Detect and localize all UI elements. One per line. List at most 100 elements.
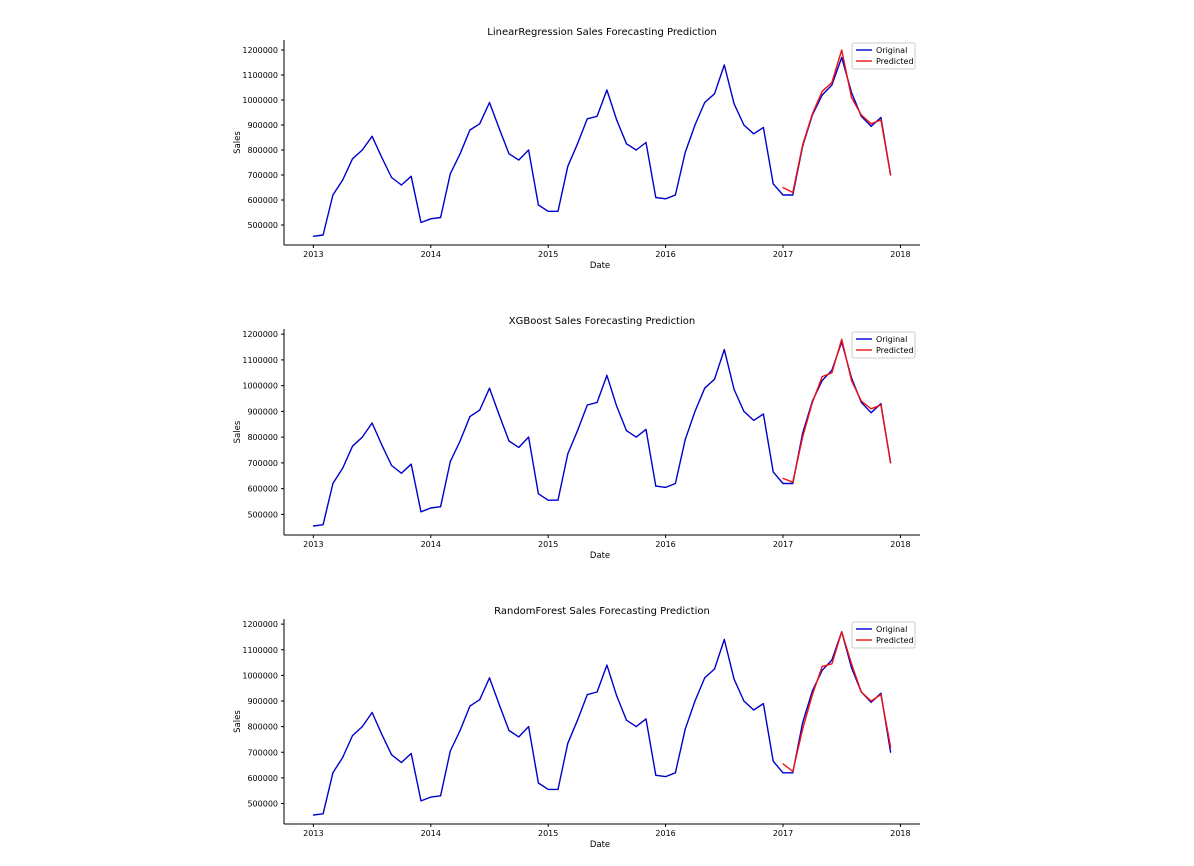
- data-point-original: [342, 179, 344, 181]
- data-point-original: [586, 118, 588, 120]
- data-point-original: [870, 701, 872, 703]
- data-point-original: [772, 183, 774, 185]
- data-point-original: [557, 499, 559, 501]
- data-point-original: [371, 422, 373, 424]
- data-point-original: [850, 667, 853, 669]
- data-point-original: [322, 524, 324, 526]
- y-tick-label: 1100000: [242, 646, 278, 655]
- data-point-original: [880, 403, 882, 405]
- y-tick-label: 1000000: [242, 96, 278, 105]
- data-point-original: [547, 499, 549, 501]
- data-point-predicted: [831, 81, 833, 84]
- data-point-original: [635, 436, 637, 438]
- data-point-predicted: [811, 401, 814, 403]
- y-tick-label: 1200000: [242, 330, 278, 339]
- data-point-predicted: [821, 665, 823, 668]
- data-point-predicted: [792, 481, 794, 483]
- data-point-predicted: [870, 408, 872, 410]
- data-point-original: [616, 405, 618, 407]
- data-point-predicted: [792, 191, 794, 194]
- data-point-original: [469, 129, 471, 131]
- data-point-original: [753, 709, 755, 711]
- data-point-original: [870, 412, 872, 414]
- legend-label: Original: [876, 335, 907, 344]
- data-point-original: [802, 722, 804, 724]
- data-point-predicted: [890, 746, 892, 748]
- y-tick-label: 600000: [247, 774, 278, 783]
- data-point-original: [381, 156, 383, 159]
- data-point-predicted: [792, 770, 794, 773]
- data-point-predicted: [850, 96, 853, 99]
- data-point-original: [625, 719, 628, 721]
- data-point-original: [312, 525, 314, 527]
- data-point-original: [684, 728, 686, 730]
- data-point-original: [469, 416, 471, 418]
- data-point-original: [704, 677, 706, 679]
- data-point-predicted: [880, 119, 882, 121]
- data-point-original: [586, 694, 588, 696]
- data-point-original: [322, 813, 324, 815]
- data-point-original: [645, 718, 647, 720]
- data-point-original: [635, 149, 637, 151]
- data-point-original: [410, 175, 412, 177]
- data-point-original: [498, 414, 500, 416]
- data-point-original: [537, 493, 540, 495]
- data-point-predicted: [802, 144, 804, 146]
- data-point-original: [743, 700, 745, 702]
- x-axis-label: Date: [590, 840, 610, 850]
- data-point-original: [811, 690, 814, 692]
- data-point-original: [665, 198, 667, 200]
- data-point-original: [547, 210, 549, 212]
- data-point-original: [606, 664, 608, 666]
- y-tick-label: 1000000: [242, 671, 278, 680]
- y-tick-label: 1200000: [242, 46, 278, 55]
- x-tick-label: 2018: [890, 250, 910, 259]
- data-point-original: [410, 752, 412, 755]
- data-point-original: [821, 669, 823, 671]
- chart-title: RandomForest Sales Forecasting Predictio…: [494, 606, 710, 617]
- data-point-predicted: [870, 700, 872, 702]
- data-point-original: [576, 430, 579, 432]
- data-point-original: [616, 695, 618, 697]
- data-point-original: [322, 234, 324, 236]
- data-point-original: [821, 94, 823, 96]
- x-axis-label: Date: [590, 261, 610, 271]
- data-point-original: [635, 726, 637, 728]
- y-tick-label: 1100000: [242, 356, 278, 365]
- data-point-predicted: [802, 728, 804, 730]
- data-point-predicted: [782, 477, 784, 479]
- series-line-predicted: [782, 631, 892, 773]
- data-point-predicted: [880, 694, 882, 696]
- legend-label: Original: [876, 625, 907, 634]
- x-axis-label: Date: [590, 551, 610, 561]
- x-tick-label: 2015: [538, 829, 558, 838]
- data-point-original: [567, 453, 569, 455]
- data-point-predicted: [821, 376, 823, 378]
- data-point-original: [420, 221, 422, 224]
- y-tick-label: 500000: [247, 221, 278, 230]
- data-point-original: [391, 754, 393, 756]
- data-point-original: [596, 691, 598, 693]
- y-tick-label: 800000: [247, 146, 278, 155]
- series-line-predicted: [782, 338, 892, 483]
- data-point-original: [821, 379, 823, 382]
- y-tick-label: 900000: [247, 407, 278, 416]
- data-point-original: [792, 482, 794, 485]
- data-point-original: [713, 378, 716, 380]
- data-point-original: [606, 89, 608, 91]
- data-point-original: [762, 126, 765, 129]
- data-point-original: [488, 101, 491, 104]
- data-point-original: [479, 409, 481, 411]
- data-point-predicted: [811, 694, 814, 696]
- data-point-original: [449, 173, 451, 175]
- data-point-original: [557, 788, 559, 791]
- data-point-original: [674, 194, 677, 196]
- data-point-original: [459, 153, 461, 155]
- data-point-original: [342, 756, 344, 759]
- data-point-original: [518, 159, 520, 161]
- chart-title: XGBoost Sales Forecasting Prediction: [509, 316, 695, 327]
- data-point-original: [792, 194, 794, 196]
- data-point-original: [733, 388, 735, 391]
- data-point-predicted: [890, 462, 892, 464]
